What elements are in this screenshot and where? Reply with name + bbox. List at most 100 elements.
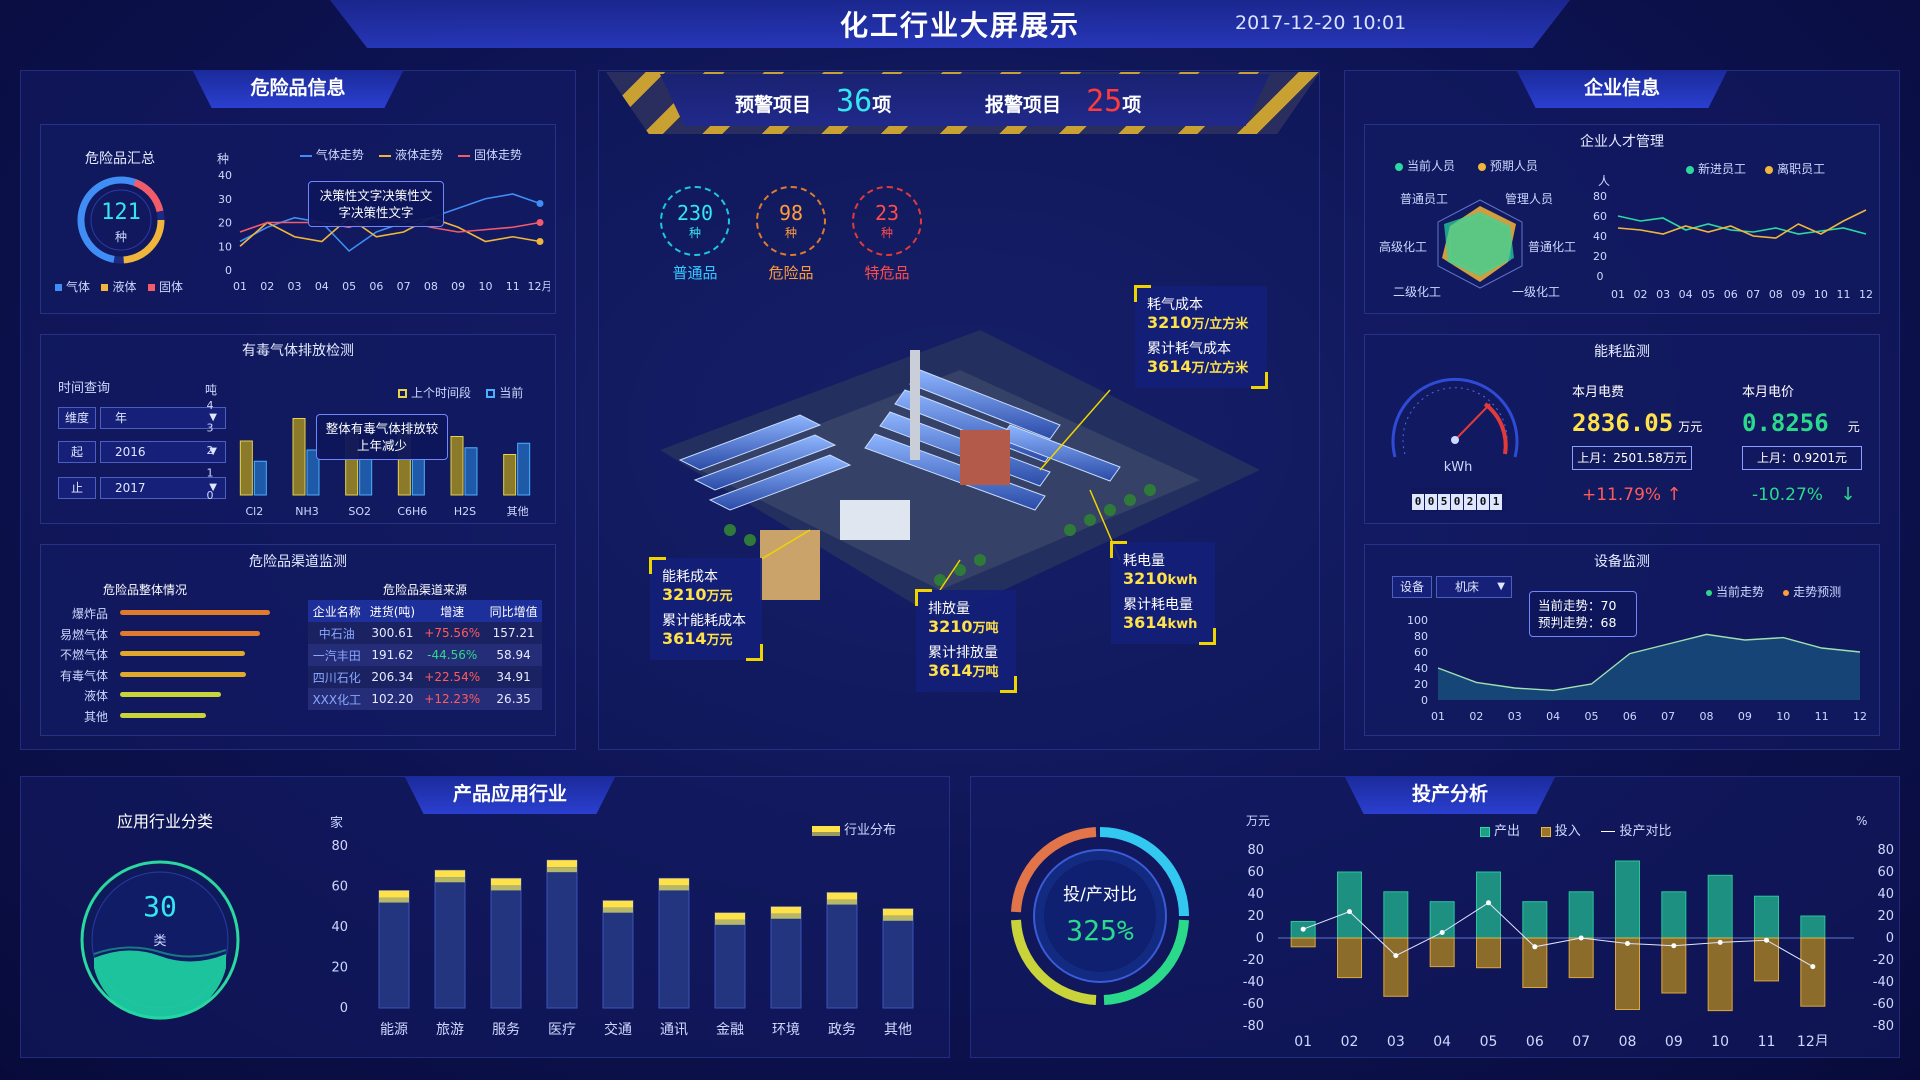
ratio-point — [1810, 964, 1816, 970]
legend-solid-swatch — [147, 284, 155, 291]
counter-digit: 0 — [1477, 494, 1489, 510]
y-tick-label: 80 — [1247, 843, 1264, 858]
stat-hazard: 98 种 危险品 — [756, 186, 826, 283]
device-tooltip-forecast: 预判走势：68 — [1538, 615, 1617, 630]
table-cell: 58.94 — [496, 648, 531, 662]
device-select[interactable]: 机床 ▼ — [1436, 576, 1512, 598]
bar-current — [359, 458, 373, 496]
table-cell: 四川石化 — [312, 670, 361, 685]
trend-legend-gas: 气体走势 — [315, 148, 364, 162]
ratio-point — [1347, 909, 1352, 915]
x-tick-label: 04 — [1679, 288, 1693, 298]
trend-tooltip: 决策性文字决策性文字决策性文字 — [308, 181, 444, 227]
x-tick-label: 交通 — [604, 1021, 632, 1038]
bar — [826, 892, 858, 1009]
table-row[interactable]: 四川石化 206.34 +22.54% 34.91 — [308, 666, 542, 688]
overall-row: 有毒气体 — [40, 666, 280, 684]
bar-cap-shadow — [547, 867, 577, 873]
y-tick-label: 40 — [1247, 887, 1264, 902]
legend-gas: 气体 — [66, 280, 91, 294]
ratio-point — [1578, 935, 1584, 941]
callout-gas-v2-num: 3614 — [1147, 357, 1192, 376]
table-row[interactable]: XXX化工 102.20 +12.23% 26.35 — [308, 688, 542, 710]
x-tick-label: 12月 — [528, 280, 551, 293]
hazard-summary-ring — [77, 176, 165, 264]
bar-cap — [827, 892, 857, 900]
table-cell: 157.21 — [492, 626, 535, 640]
y2-tick-label: -20 — [1873, 953, 1894, 968]
arrow-up-icon: ↑ — [1666, 484, 1682, 505]
x-tick-label: 其他 — [884, 1022, 912, 1038]
table-cell: +12.23% — [424, 692, 481, 706]
bar-cap — [659, 878, 689, 886]
industry-class-title: 应用行业分类 — [116, 812, 213, 831]
x-tick-label: 11 — [1758, 1034, 1776, 1046]
x-tick-label: 06 — [1526, 1034, 1544, 1046]
bar-cap-shadow — [379, 897, 409, 903]
bar-output — [1754, 895, 1779, 939]
callout-power: 耗电量 3210kwh 累计耗电量 3614kwh — [1110, 541, 1216, 645]
stat-normal-ring: 230 种 — [660, 186, 730, 256]
legend-output: 产出 — [1494, 824, 1521, 839]
end-year-select[interactable]: 2017 ▼ — [100, 477, 226, 499]
legend-output-swatch — [1480, 826, 1490, 837]
ratio-point — [1393, 953, 1399, 959]
bar-cap — [771, 906, 801, 914]
elec-fee-change: +11.79% ↑ — [1582, 484, 1682, 505]
y-tick-label: 3 — [207, 422, 214, 435]
table-row[interactable]: 中石油 300.61 +75.56% 157.21 — [308, 622, 542, 644]
overall-bar — [120, 610, 270, 615]
legend-input: 投入 — [1554, 824, 1581, 839]
talent-card — [1364, 124, 1880, 314]
callout-power-u1: kwh — [1167, 573, 1198, 588]
x-tick-label: 02 — [1469, 710, 1483, 723]
legend-line-gas — [300, 154, 312, 157]
callout-energy-v1-num: 3210 — [662, 585, 707, 604]
y-tick-label: 100 — [1407, 614, 1428, 627]
talent-radar-chart — [1437, 199, 1523, 289]
callout-emission: 排放量 3210万吨 累计排放量 3614万吨 — [915, 589, 1017, 693]
x-tick-label: 能源 — [380, 1022, 408, 1038]
legend-gas-swatch — [55, 284, 62, 291]
legend-liquid-swatch — [101, 284, 109, 291]
dimension-select[interactable]: 年 ▼ — [100, 407, 226, 429]
radar-label-staff: 普通员工 — [1400, 192, 1449, 206]
bar-cap-shadow — [603, 907, 633, 913]
trend-unit: 种 — [217, 152, 230, 166]
counter-digit: 2 — [1464, 494, 1476, 510]
x-tick-label: 05 — [1584, 710, 1598, 723]
y-tick-label: 0 — [1597, 270, 1604, 283]
stat-special-label: 特危品 — [864, 264, 910, 282]
callout-energy-u2: 万元 — [706, 633, 733, 648]
table-row[interactable]: 一汽丰田 191.62 -44.56% 58.94 — [308, 644, 542, 666]
y2-tick-label: -60 — [1873, 997, 1894, 1012]
col-purchase: 进货(吨) — [369, 604, 416, 619]
bar-output — [1800, 915, 1826, 939]
callout-gas-v2: 3614万/立方米 — [1147, 358, 1255, 378]
bar-current — [253, 460, 267, 496]
counter-digit: 5 — [1438, 494, 1450, 510]
callout-power-v1-num: 3210 — [1123, 569, 1168, 588]
y-tick-label: 0 — [1421, 694, 1428, 707]
x-tick-label: 通讯 — [660, 1022, 688, 1038]
callout-energy-l2: 累计能耗成本 — [662, 613, 746, 629]
y-tick-label: 2 — [207, 444, 214, 457]
x-tick-label: 医疗 — [548, 1022, 576, 1038]
start-year-select[interactable]: 2016 ▼ — [100, 441, 226, 463]
bar-prev — [450, 436, 464, 496]
x-tick-label: C6H6 — [397, 505, 427, 518]
x-tick-label: 06 — [1724, 288, 1738, 298]
overall-label: 有毒气体 — [59, 668, 108, 683]
header-datetime: 2017-12-20 10:01 — [1235, 12, 1407, 34]
table-cell: 34.91 — [496, 670, 531, 684]
bar — [490, 877, 522, 1009]
toxic-bar-chart: 4 3 2 1 0 Cl2 NH3 SO2 C6H6 H2S 其他 — [207, 399, 531, 518]
bar-input — [1337, 937, 1362, 979]
trend-legend-solid: 固体走势 — [474, 148, 523, 162]
overall-label: 液体 — [83, 689, 108, 703]
bar-input — [1429, 937, 1455, 968]
talent-legend-left: 当前人员 预期人员 — [1395, 157, 1538, 174]
callout-emission-l1: 排放量 — [928, 601, 970, 617]
callout-power-v2-num: 3614 — [1123, 613, 1168, 632]
